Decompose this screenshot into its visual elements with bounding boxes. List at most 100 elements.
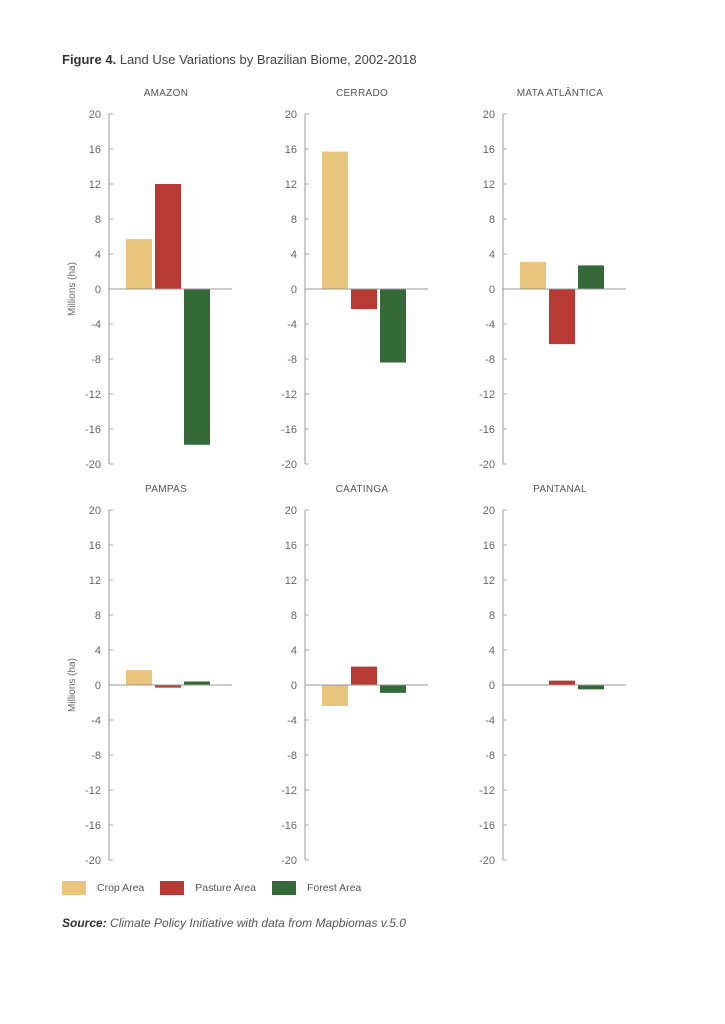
y-tick-label: -12: [281, 389, 297, 401]
y-tick-label: 8: [95, 214, 101, 226]
chart-title: MATA ATLÂNTICA: [517, 86, 603, 99]
y-tick-label: 0: [489, 284, 495, 296]
y-tick-label: 0: [489, 680, 495, 692]
y-tick-label: -12: [479, 389, 495, 401]
y-tick-label: 12: [285, 179, 297, 191]
y-tick-label: -4: [287, 319, 297, 331]
y-tick-label: -20: [281, 459, 297, 471]
y-tick-label: 16: [285, 144, 297, 156]
y-tick-label: -16: [281, 424, 297, 436]
legend-item-pasture: Pasture Area: [160, 881, 256, 895]
y-tick-label: 20: [89, 109, 101, 121]
y-tick-label: -12: [85, 785, 101, 797]
chart-panel-cerrado: CERRADO 20 16 12 8 4 0 -4 -8 -12 -16 -20: [281, 88, 428, 471]
y-tick-label: 0: [95, 284, 101, 296]
bar-pasture-area: [351, 289, 377, 310]
y-tick-label: 16: [483, 540, 495, 552]
legend-item-forest: Forest Area: [271, 881, 362, 895]
chart-panel-mata-atl-ntica: MATA ATLÂNTICA 20 16 12 8 4 0 -4 -8 -12 -16 -20: [479, 86, 626, 471]
legend-item-crop: Crop Area: [62, 881, 144, 895]
figure-title-text: Land Use Variations by Brazilian Biome, …: [119, 52, 417, 67]
chart-panel-pampas: PAMPAS 20 16 12 8 4 0 -4 -8 -12 -16 -20 Millions (ha…: [67, 484, 232, 867]
y-tick-label: -20: [85, 855, 101, 867]
bar-crop-area: [322, 151, 348, 289]
y-tick-label: -8: [485, 750, 495, 762]
bar-crop-area: [126, 239, 152, 289]
y-axis-label: Millions (ha): [67, 262, 78, 316]
y-tick-label: -20: [85, 459, 101, 471]
y-tick-label: 0: [291, 680, 297, 692]
chart-panel-caatinga: CAATINGA 20 16 12 8 4 0 -4 -8 -12 -16 -20: [281, 484, 428, 867]
y-tick-label: 4: [95, 249, 101, 261]
bar-crop-area: [126, 670, 152, 685]
chart-title: PAMPAS: [145, 484, 187, 495]
bar-pasture-area: [549, 289, 575, 345]
bar-forest-area: [380, 685, 406, 693]
legend-swatch-pasture: [160, 881, 185, 895]
bar-forest-area: [184, 681, 210, 685]
y-tick-label: 4: [291, 645, 297, 657]
y-tick-label: 0: [291, 284, 297, 296]
figure-title: Figure 4. Land Use Variations by Brazili…: [62, 52, 417, 67]
bar-pasture-area: [155, 184, 181, 289]
y-tick-label: 4: [95, 645, 101, 657]
y-tick-label: 0: [95, 680, 101, 692]
legend-swatch-crop: [62, 881, 86, 895]
legend-label-crop: Crop Area: [97, 882, 145, 894]
y-tick-label: 20: [483, 505, 495, 517]
y-tick-label: 4: [489, 249, 495, 261]
y-tick-label: -8: [287, 354, 297, 366]
y-axis-label: Millions (ha): [67, 658, 78, 712]
chart-title: AMAZON: [144, 88, 189, 99]
figure-label: Figure 4.: [62, 52, 117, 67]
bar-forest-area: [578, 265, 604, 289]
y-tick-label: 16: [89, 540, 101, 552]
y-tick-label: -8: [91, 354, 101, 366]
bar-pasture-area: [549, 680, 575, 685]
legend-label-pasture: Pasture Area: [195, 882, 256, 894]
y-tick-label: -12: [281, 785, 297, 797]
y-tick-label: -4: [287, 715, 297, 727]
y-tick-label: -12: [85, 389, 101, 401]
y-tick-label: -4: [485, 319, 495, 331]
y-tick-label: 4: [291, 249, 297, 261]
chart-panel-pantanal: PANTANAL 20 16 12 8 4 0 -4 -8 -12 -16 -20: [479, 484, 626, 867]
y-tick-label: 12: [89, 179, 101, 191]
y-tick-label: 8: [489, 214, 495, 226]
bar-pasture-area: [155, 685, 181, 688]
y-tick-label: -4: [91, 715, 101, 727]
y-tick-label: 16: [285, 540, 297, 552]
y-tick-label: 12: [89, 575, 101, 587]
y-tick-label: -16: [85, 820, 101, 832]
legend-label-forest: Forest Area: [306, 882, 362, 894]
y-tick-label: -16: [479, 820, 495, 832]
y-tick-label: -4: [485, 715, 495, 727]
y-tick-label: -20: [281, 855, 297, 867]
y-tick-label: 12: [483, 575, 495, 587]
bar-pasture-area: [351, 666, 377, 685]
y-tick-label: -8: [287, 750, 297, 762]
y-tick-label: -16: [479, 424, 495, 436]
y-tick-label: -8: [485, 354, 495, 366]
y-tick-label: 20: [483, 109, 495, 121]
y-tick-label: 16: [483, 144, 495, 156]
source-note: Source: Climate Policy Initiative with d…: [62, 916, 406, 930]
y-tick-label: 16: [89, 144, 101, 156]
chart-title: CAATINGA: [336, 484, 389, 495]
y-tick-label: -16: [281, 820, 297, 832]
bar-crop-area: [322, 685, 348, 706]
chart-panel-amazon: AMAZON 20 16 12 8 4 0 -4 -8 -12 -16 -20 Millions (ha…: [67, 88, 232, 471]
source-text: Climate Policy Initiative with data from…: [110, 916, 406, 930]
y-tick-label: 20: [285, 109, 297, 121]
legend: Crop Area Pasture Area Forest Area: [62, 881, 377, 895]
bar-crop-area: [520, 261, 546, 289]
y-tick-label: -20: [479, 459, 495, 471]
y-tick-label: -16: [85, 424, 101, 436]
y-tick-label: 8: [291, 214, 297, 226]
chart-title: CERRADO: [336, 88, 388, 99]
y-tick-label: 20: [285, 505, 297, 517]
bar-forest-area: [380, 289, 406, 363]
y-tick-label: 8: [489, 610, 495, 622]
y-tick-label: 8: [95, 610, 101, 622]
